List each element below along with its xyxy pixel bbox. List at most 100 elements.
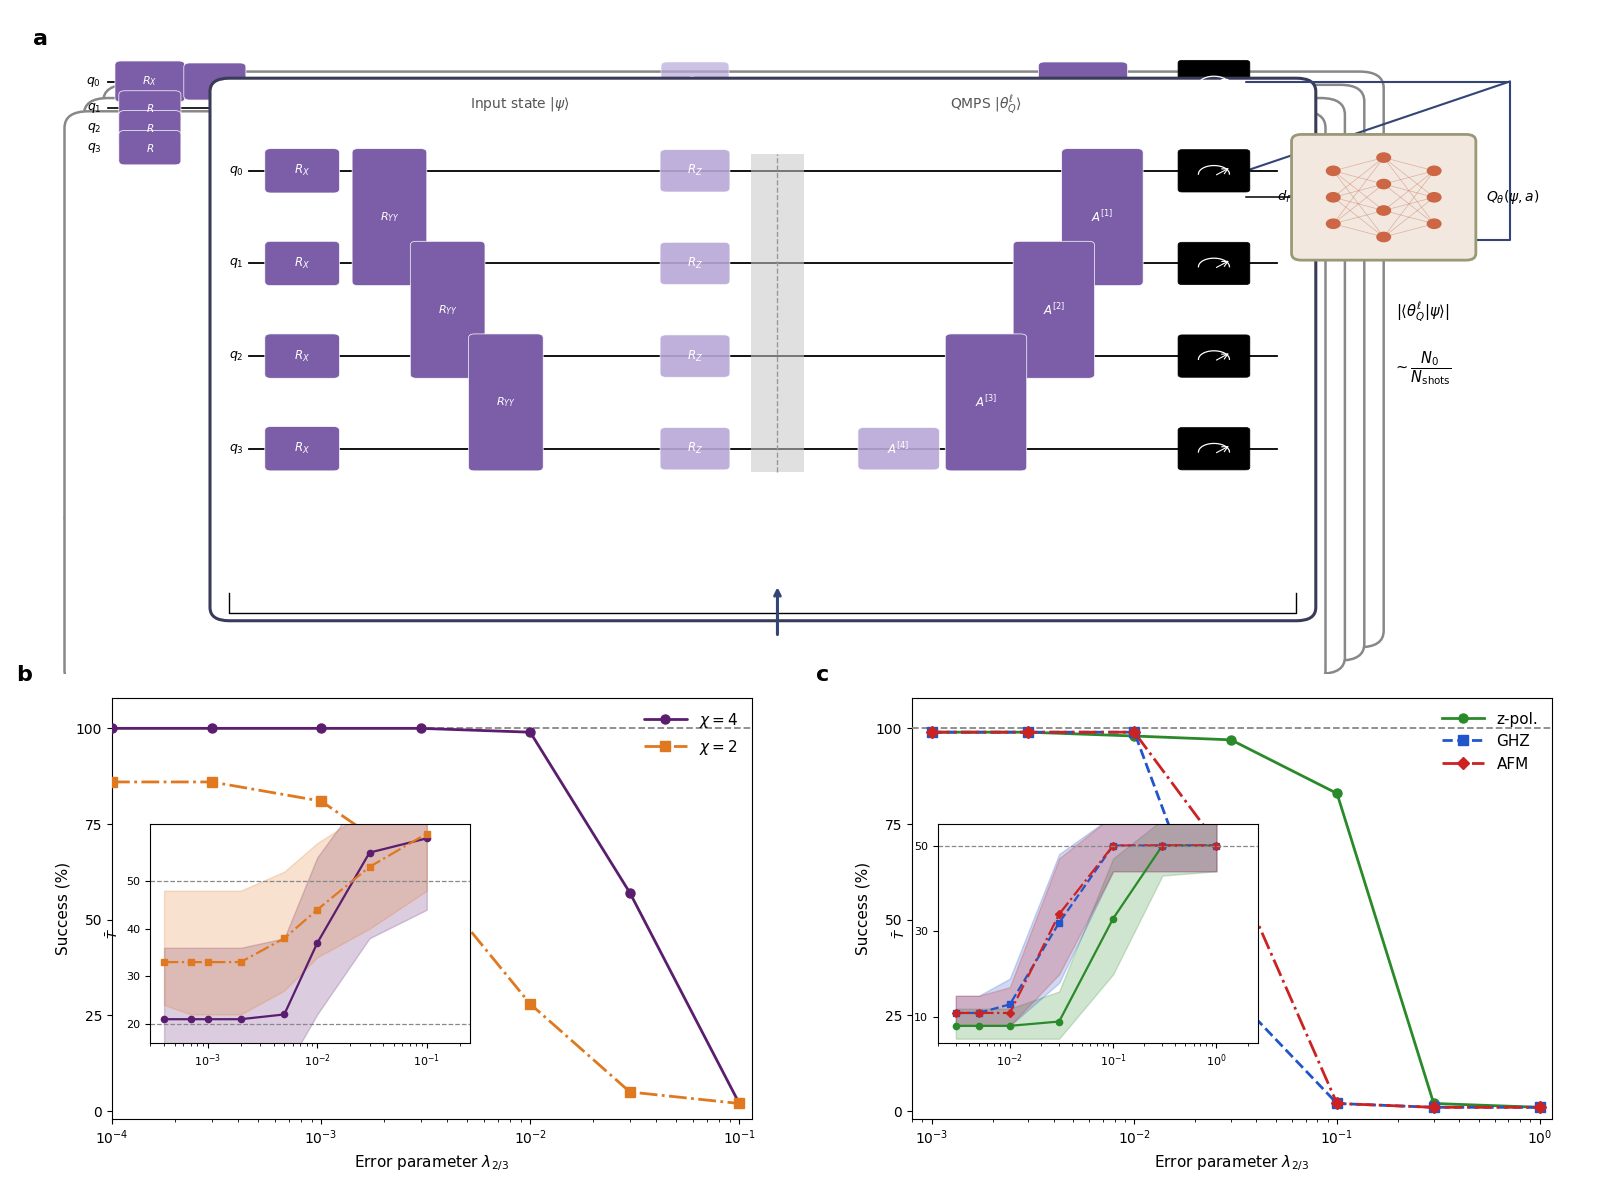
FancyBboxPatch shape (118, 111, 181, 146)
FancyBboxPatch shape (1178, 149, 1250, 192)
AFM (1019, 725, 1038, 740)
FancyBboxPatch shape (104, 84, 1365, 660)
GHZ (1125, 725, 1144, 740)
$\chi = 4$ (621, 885, 640, 900)
Text: $R_X$: $R_X$ (294, 256, 310, 271)
$\chi = 4$ (202, 721, 221, 735)
Text: c: c (816, 665, 829, 685)
Circle shape (1378, 153, 1390, 162)
Text: $|\langle\theta_Q^\ell|\psi\rangle|$: $|\langle\theta_Q^\ell|\psi\rangle|$ (1395, 301, 1450, 324)
GHZ (1019, 725, 1038, 740)
$\chi = 2$ (621, 1085, 640, 1100)
FancyBboxPatch shape (661, 149, 730, 192)
Text: $R_{YY}$: $R_{YY}$ (496, 396, 515, 409)
Text: $R_X$: $R_X$ (142, 75, 157, 88)
$\chi = 2$ (730, 1096, 749, 1110)
FancyBboxPatch shape (184, 63, 246, 100)
Circle shape (1427, 219, 1442, 229)
$\chi = 2$ (520, 997, 539, 1012)
Y-axis label: Success (%): Success (%) (56, 861, 70, 955)
AFM (922, 725, 941, 740)
Circle shape (1378, 206, 1390, 215)
Circle shape (1326, 192, 1341, 202)
GHZ (1328, 1096, 1347, 1110)
Circle shape (1427, 192, 1442, 202)
AFM (1424, 1100, 1443, 1114)
FancyBboxPatch shape (83, 97, 1346, 674)
z-pol. (1530, 1100, 1549, 1114)
Text: $q_0$: $q_0$ (86, 75, 101, 89)
FancyBboxPatch shape (266, 427, 339, 470)
Text: $R_{YY}$: $R_{YY}$ (379, 211, 400, 224)
Text: $R_{YY}$: $R_{YY}$ (438, 303, 458, 316)
$\chi = 2$ (411, 863, 430, 877)
Text: $R_Z$: $R_Z$ (686, 256, 702, 271)
FancyBboxPatch shape (266, 334, 339, 378)
$\chi = 2$ (312, 794, 331, 808)
Text: $R$: $R$ (146, 122, 154, 134)
Text: $\sim\dfrac{N_0}{N_{\mathrm{shots}}}$: $\sim\dfrac{N_0}{N_{\mathrm{shots}}}$ (1394, 349, 1451, 387)
$\chi = 2$ (102, 775, 122, 789)
GHZ (1424, 1100, 1443, 1114)
FancyBboxPatch shape (1062, 149, 1142, 285)
AFM (1328, 1096, 1347, 1110)
$\chi = 4$ (730, 1096, 749, 1110)
Text: QMPS $|\theta_Q^\ell\rangle$: QMPS $|\theta_Q^\ell\rangle$ (950, 93, 1022, 115)
AFM (1125, 725, 1144, 740)
Bar (750, 154, 805, 472)
FancyBboxPatch shape (123, 72, 1384, 647)
FancyBboxPatch shape (661, 63, 730, 101)
FancyBboxPatch shape (115, 61, 184, 102)
GHZ (922, 725, 941, 740)
FancyBboxPatch shape (1178, 60, 1250, 102)
FancyBboxPatch shape (946, 334, 1027, 470)
Text: $A^{[4]}$: $A^{[4]}$ (888, 440, 910, 457)
Text: $R$: $R$ (146, 142, 154, 154)
GHZ (1530, 1100, 1549, 1114)
Text: $d_f$: $d_f$ (1277, 189, 1291, 206)
z-pol. (922, 725, 941, 740)
Text: $R$: $R$ (146, 102, 154, 114)
Text: $q_2$: $q_2$ (86, 120, 101, 135)
Text: $R_Z$: $R_Z$ (688, 75, 702, 88)
Text: $Q_\theta(\psi,a)$: $Q_\theta(\psi,a)$ (1485, 189, 1539, 206)
Text: $R_Z$: $R_Z$ (686, 349, 702, 363)
$\chi = 4$ (102, 721, 122, 735)
FancyBboxPatch shape (352, 149, 427, 285)
FancyBboxPatch shape (661, 427, 730, 470)
Text: b: b (16, 665, 32, 685)
Line: $\chi = 4$: $\chi = 4$ (107, 724, 744, 1108)
Text: Actions: Actions (523, 617, 576, 632)
Text: $A^{[3]}$: $A^{[3]}$ (974, 395, 997, 410)
Circle shape (1378, 179, 1390, 189)
FancyBboxPatch shape (858, 427, 939, 470)
Text: $\vdots$: $\vdots$ (62, 457, 77, 479)
Circle shape (1326, 219, 1341, 229)
$\chi = 2$ (202, 775, 221, 789)
GHZ (1221, 985, 1240, 1000)
Line: $\chi = 2$: $\chi = 2$ (107, 777, 744, 1108)
Text: $R_X$: $R_X$ (294, 442, 310, 456)
Text: $q_1$: $q_1$ (86, 101, 101, 115)
z-pol. (1019, 725, 1038, 740)
Legend: z-pol., GHZ, AFM: z-pol., GHZ, AFM (1435, 705, 1544, 778)
z-pol. (1125, 729, 1144, 743)
Text: $R_Z$: $R_Z$ (686, 164, 702, 178)
Text: Input state $|\psi\rangle$: Input state $|\psi\rangle$ (470, 95, 570, 113)
FancyBboxPatch shape (118, 130, 181, 165)
Text: $A^{[1]}$: $A^{[1]}$ (1091, 209, 1114, 225)
Y-axis label: Success (%): Success (%) (856, 861, 870, 955)
$\chi = 4$ (520, 725, 539, 740)
FancyBboxPatch shape (266, 149, 339, 192)
Legend: $\chi = 4$, $\chi = 2$: $\chi = 4$, $\chi = 2$ (638, 705, 744, 763)
Text: $q_3$: $q_3$ (86, 141, 101, 155)
Text: $R_X$: $R_X$ (294, 349, 310, 363)
FancyBboxPatch shape (1178, 242, 1250, 285)
z-pol. (1328, 787, 1347, 801)
$\chi = 4$ (312, 721, 331, 735)
FancyBboxPatch shape (1178, 427, 1250, 470)
FancyBboxPatch shape (210, 78, 1315, 621)
Line: GHZ: GHZ (926, 728, 1544, 1112)
Text: $q_2$: $q_2$ (229, 349, 243, 363)
Text: a: a (34, 29, 48, 48)
